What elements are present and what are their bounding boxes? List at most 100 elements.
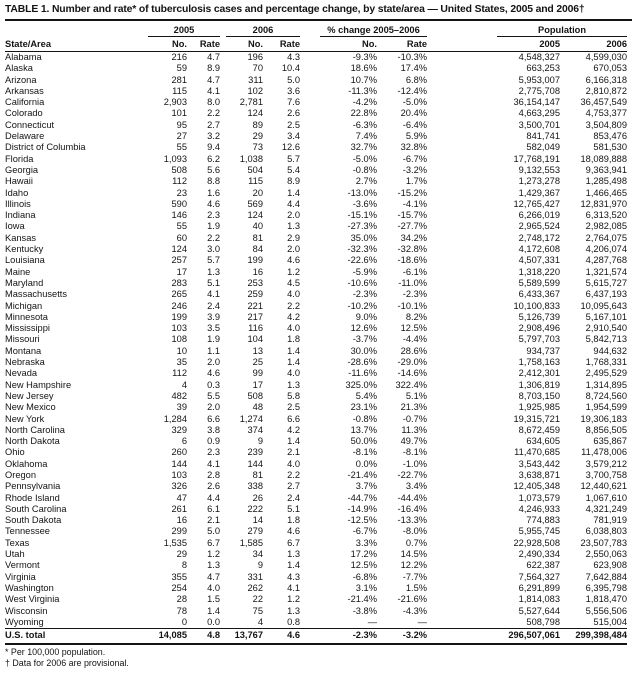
value-cell: 4.0 <box>287 458 300 469</box>
value-cell: 2.2 <box>207 232 220 243</box>
state-cell: Tennessee <box>5 526 50 537</box>
value-cell: 1,273,278 <box>518 176 561 187</box>
table-row: Nebraska 35 2.0 25 1.4 -28.6% -29.0% 1,758,163 1… <box>5 357 627 368</box>
value-cell: 2,748,172 <box>518 232 561 243</box>
value-cell: 4.3 <box>287 52 300 62</box>
value-cell: 32.7% <box>350 142 377 153</box>
value-cell: 296,507,061 <box>427 628 561 646</box>
state-cell: Kentucky <box>5 244 44 255</box>
value-cell: 1.4 <box>287 560 300 571</box>
value-cell: 35.0% <box>350 232 377 243</box>
value-cell: 14 <box>252 515 263 526</box>
table-row: Idaho 23 1.6 20 1.4 -13.0% -15.2% 1,429,367 1,46… <box>5 188 627 199</box>
table-row: Wisconsin 78 1.4 75 1.3 -3.8% -4.3% 5,527,644 5,… <box>5 606 627 617</box>
value-cell: 283 <box>171 277 187 288</box>
value-cell: 104 <box>247 334 263 345</box>
value-cell: 4.1 <box>207 289 220 300</box>
value-cell: 124 <box>247 210 263 221</box>
header-spacer <box>5 22 148 37</box>
value-cell: 3,504,809 <box>585 119 628 130</box>
value-cell: 50.0% <box>350 436 377 447</box>
value-cell: 2.1 <box>207 515 220 526</box>
value-cell: -8.1% <box>402 447 428 458</box>
state-cell: New Hampshire <box>5 379 72 390</box>
value-cell: 8,856,505 <box>585 424 628 435</box>
value-cell: 2,982,085 <box>585 221 628 232</box>
table-row: Connecticut 95 2.7 89 2.5 -6.3% -6.4% 3,500,701… <box>5 120 627 131</box>
value-cell: 0.3 <box>207 379 220 390</box>
value-cell: -44.4% <box>397 492 428 503</box>
value-cell: -14.9% <box>347 503 377 514</box>
value-cell: 2.5 <box>287 119 300 130</box>
state-cell: Mississippi <box>5 323 50 334</box>
value-cell: 17 <box>252 379 263 390</box>
value-cell: 322.4% <box>395 379 428 390</box>
value-cell: 5,527,644 <box>518 605 561 616</box>
value-cell: 1.4 <box>287 357 300 368</box>
value-cell: -27.7% <box>397 221 428 232</box>
table-row: Vermont 8 1.3 9 1.4 12.5% 12.2% 622,387 623,908 <box>5 560 627 571</box>
value-cell: 101 <box>171 108 187 119</box>
state-cell: Oregon <box>5 469 37 480</box>
value-cell: 2.1 <box>287 447 300 458</box>
value-cell: 1.2 <box>207 549 220 560</box>
value-cell: 4,663,295 <box>518 108 561 119</box>
value-cell: 4.7 <box>207 571 220 582</box>
value-cell: 246 <box>171 300 187 311</box>
value-cell: 34 <box>252 549 263 560</box>
value-cell: 1.4 <box>287 345 300 356</box>
value-cell: -4.2% <box>352 97 377 108</box>
value-cell: 7.4% <box>355 131 377 142</box>
value-cell: 0.9 <box>207 436 220 447</box>
column-header-pct-no: No. <box>300 37 377 52</box>
table-row: Virginia 355 4.7 331 4.3 -6.8% -7.7% 7,564,327 7… <box>5 572 627 583</box>
value-cell: -2.3% <box>352 289 377 300</box>
state-cell: Arizona <box>5 74 37 85</box>
value-cell: 9.0% <box>355 311 377 322</box>
value-cell: 4 <box>181 379 187 390</box>
table-row: Tennessee 299 5.0 279 4.6 -6.7% -8.0% 5,955,745… <box>5 526 627 537</box>
state-cell: Michigan <box>5 300 43 311</box>
group-header-2005: 2005 <box>148 22 220 37</box>
value-cell: 108 <box>171 334 187 345</box>
value-cell: 1,093 <box>163 153 187 164</box>
table-row: Ohio 260 2.3 239 2.1 -8.1% -8.1% 11,470,685 11,4… <box>5 447 627 458</box>
value-cell: 20 <box>252 187 263 198</box>
value-cell: 374 <box>247 424 263 435</box>
value-cell: 2,903 <box>163 97 187 108</box>
value-cell: -6.1% <box>402 266 428 277</box>
value-cell: 124 <box>171 244 187 255</box>
value-cell: 1,274 <box>239 413 263 424</box>
value-cell: 1.5 <box>207 594 220 605</box>
value-cell: 0 <box>181 616 187 627</box>
value-cell: 17.2% <box>350 549 377 560</box>
value-cell: -11.6% <box>348 368 377 379</box>
value-cell: 5.4 <box>287 164 300 175</box>
value-cell: 6.8% <box>405 74 428 85</box>
value-cell: 10,095,643 <box>580 300 628 311</box>
value-cell: -13.0% <box>347 187 377 198</box>
value-cell: -3.7% <box>352 334 377 345</box>
value-cell: 622,387 <box>526 560 561 571</box>
value-cell: 55 <box>176 221 187 232</box>
value-cell: 5.6 <box>207 164 220 175</box>
value-cell: -5.9% <box>352 266 377 277</box>
value-cell: 11,470,685 <box>514 447 561 458</box>
value-cell: -12.4% <box>397 85 428 96</box>
value-cell: 1.3 <box>287 605 300 616</box>
state-cell: Georgia <box>5 164 39 175</box>
table-row: Oklahoma 144 4.1 144 4.0 0.0% -1.0% 3,543,442 3,… <box>5 459 627 470</box>
value-cell: 4.6 <box>263 628 300 646</box>
table-row: New York 1,284 6.6 1,274 6.6 -0.8% -0.7% 19,315… <box>5 414 627 425</box>
value-cell: 11,478,006 <box>581 447 628 458</box>
value-cell: -21.6% <box>397 594 428 605</box>
table-row: Georgia 508 5.6 504 5.4 -0.8% -3.2% 9,132,553 9,… <box>5 165 627 176</box>
value-cell: 60 <box>176 232 187 243</box>
value-cell: 16 <box>176 515 187 526</box>
table-title: TABLE 1. Number and rate* of tuberculosi… <box>5 3 632 21</box>
value-cell: 4.6 <box>287 526 300 537</box>
table-row: Iowa 55 1.9 40 1.3 -27.3% -27.7% 2,965,524 2,982… <box>5 221 627 232</box>
value-cell: 48 <box>252 402 263 413</box>
value-cell: -3.2% <box>377 628 428 646</box>
